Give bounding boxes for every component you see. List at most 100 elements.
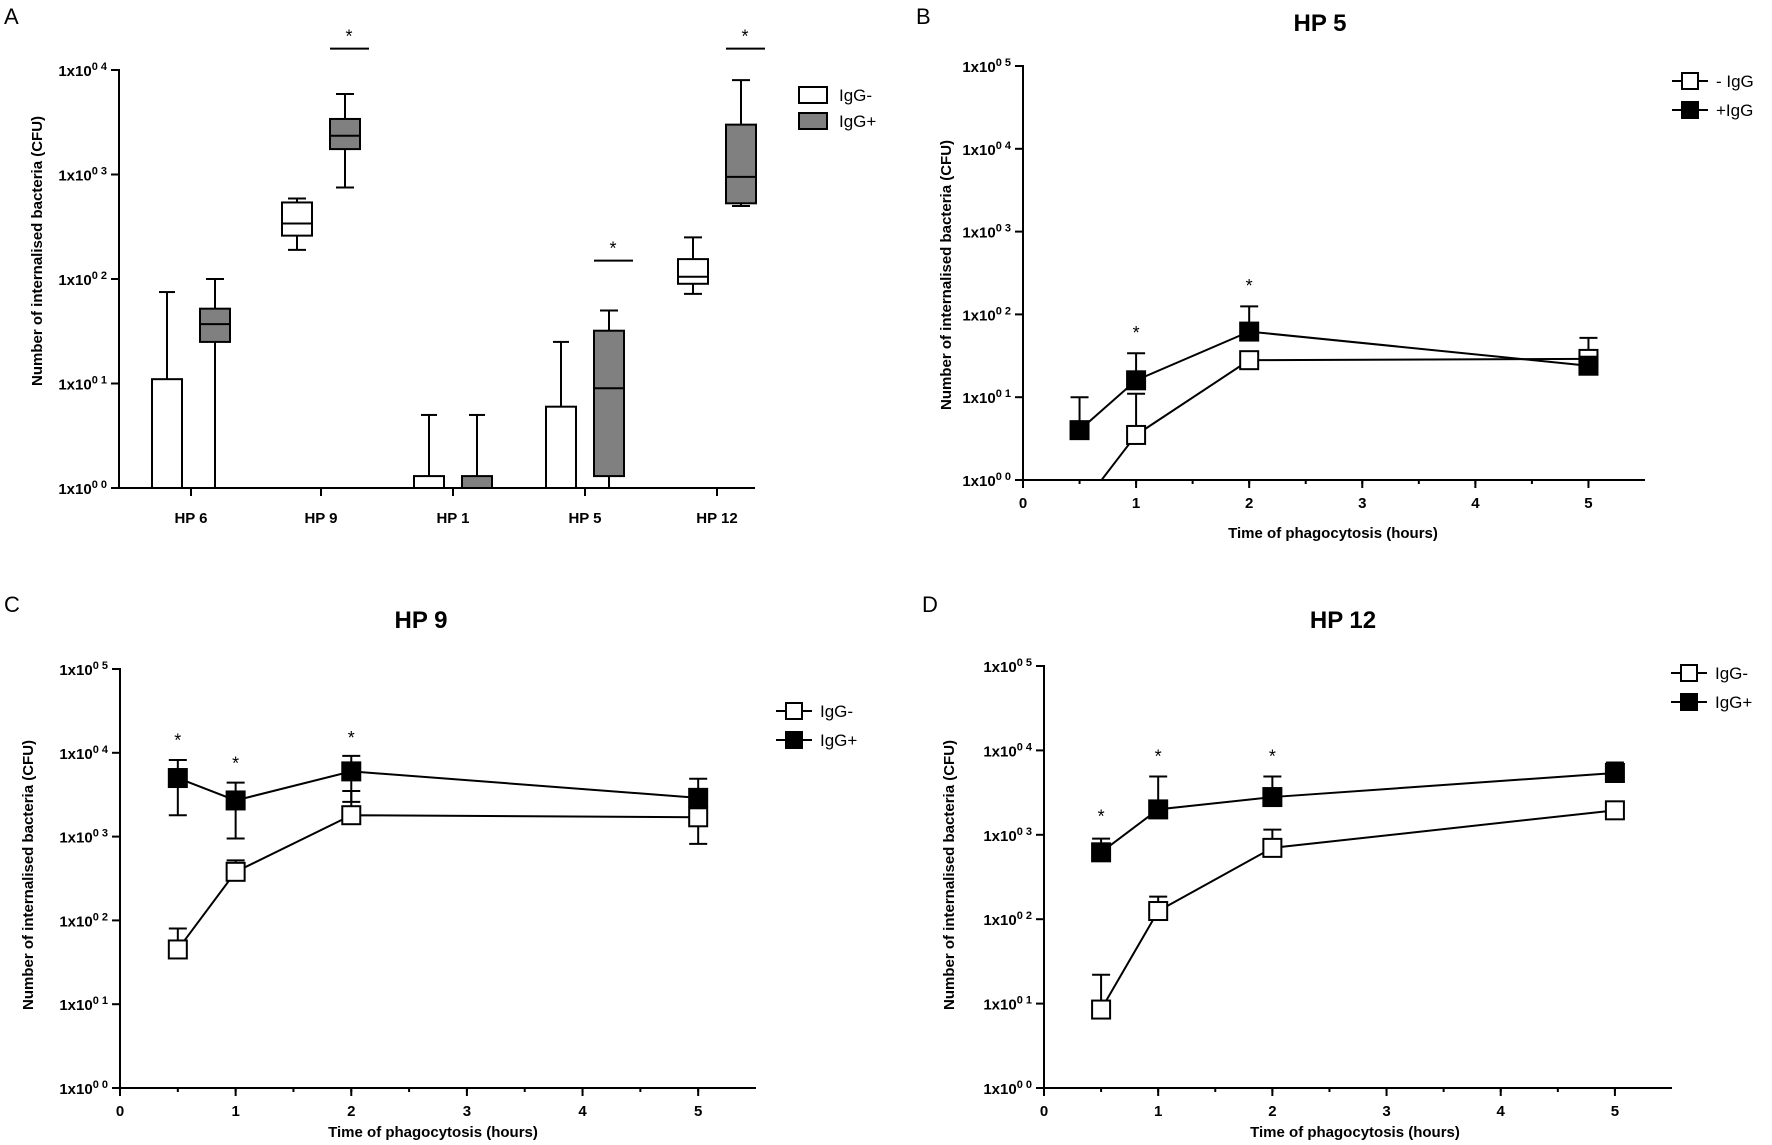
data-point: [1239, 350, 1260, 371]
significance-star: *: [1133, 323, 1140, 343]
x-tick-label: HP 1: [436, 510, 469, 527]
box: [329, 117, 361, 151]
x-tick-label: 0: [1019, 495, 1027, 512]
y-axis-label: Number of internalised bacteria (CFU): [29, 116, 46, 386]
data-point: [1069, 420, 1090, 441]
data-point: [688, 807, 709, 828]
data-point: [1148, 799, 1169, 820]
x-tick-label: 5: [694, 1103, 702, 1120]
data-point: [1262, 787, 1283, 808]
y-tick-label: 1x100 3: [58, 166, 107, 185]
y-tick-label: 1x100 5: [962, 57, 1011, 76]
series-line: [1100, 771, 1615, 854]
x-tick-label: 3: [463, 1103, 471, 1120]
x-tick-label: HP 12: [696, 510, 737, 527]
chart-title: HP 12: [1310, 607, 1376, 634]
x-tick-label: 2: [1268, 1103, 1276, 1120]
data-point: [1126, 424, 1147, 445]
box: [199, 307, 231, 343]
y-tick-label: 1x100 1: [59, 995, 108, 1014]
panel-d: D HP 12 Time of phagocytosis (hours) Num…: [922, 592, 1752, 1141]
series-line: [1100, 809, 1616, 1011]
data-point: [1148, 901, 1169, 922]
series-line-group: [1078, 330, 1589, 431]
y-tick-label: 1x100 2: [59, 911, 108, 930]
y-tick-label: 1x100 0: [59, 1079, 108, 1098]
x-tick-label: 4: [578, 1103, 587, 1120]
series-line: [1100, 357, 1589, 480]
y-axis-label: Number of internalised bacteria (CFU): [938, 140, 955, 410]
y-axis-label: Number of internalised bacteria (CFU): [20, 740, 37, 1010]
data-point: [167, 768, 188, 789]
panel-letter: D: [922, 592, 938, 617]
bar: [413, 475, 445, 490]
series-line-group: [1100, 809, 1616, 1011]
y-tick-label: 1x100 3: [962, 223, 1011, 242]
x-tick-label: 2: [347, 1103, 355, 1120]
series-line-group: [177, 814, 699, 951]
series-line-group: [177, 770, 699, 802]
panel-letter: C: [4, 592, 20, 617]
legend-label: IgG-: [839, 86, 872, 105]
series-line-group: [1100, 357, 1589, 480]
data-point: [1604, 800, 1625, 821]
significance-star: *: [741, 27, 748, 47]
x-tick-label: 5: [1611, 1103, 1619, 1120]
bar: [151, 378, 183, 490]
y-tick-label: 1x100 5: [59, 660, 108, 679]
x-tick-label: 1: [1154, 1103, 1162, 1120]
legend-label: - IgG: [1716, 72, 1754, 91]
y-tick-label: 1x100 2: [58, 270, 107, 289]
box: [593, 329, 625, 478]
data-point: [341, 805, 362, 826]
box: [281, 201, 313, 237]
significance-star: *: [345, 27, 352, 47]
data-point: [1604, 762, 1625, 783]
data-point: [1091, 999, 1112, 1020]
y-tick-label: 1x100 2: [983, 910, 1032, 929]
legend-swatch: [798, 112, 828, 130]
y-tick-label: 1x100 2: [962, 305, 1011, 324]
data-point: [1262, 837, 1283, 858]
x-axis-label: Time of phagocytosis (hours): [328, 1124, 538, 1141]
legend-label: IgG-: [1715, 664, 1748, 683]
series-line: [177, 814, 699, 951]
data-point: [225, 790, 246, 811]
panel-a: A Number of internalised bacteria (CFU) …: [4, 4, 876, 527]
legend-marker: [785, 702, 803, 720]
y-tick-label: 1x100 4: [58, 61, 108, 80]
x-axis-label: Time of phagocytosis (hours): [1250, 1124, 1460, 1141]
y-tick-label: 1x100 1: [58, 375, 107, 394]
x-tick-label: HP 5: [568, 510, 601, 527]
x-tick-label: 5: [1584, 495, 1592, 512]
significance-star: *: [1246, 276, 1253, 296]
legend-label: +IgG: [1716, 101, 1753, 120]
y-tick-label: 1x100 4: [983, 741, 1033, 760]
series-line-group: [1100, 771, 1615, 854]
significance-star: *: [609, 239, 616, 259]
legend-marker: [785, 731, 803, 749]
bar: [545, 405, 577, 489]
chart-title: HP 5: [1294, 10, 1347, 37]
panel-c: C HP 9 Time of phagocytosis (hours) Numb…: [4, 592, 857, 1141]
data-point: [225, 861, 246, 882]
y-tick-label: 1x100 5: [983, 657, 1032, 676]
y-tick-label: 1x100 0: [983, 1079, 1032, 1098]
legend-marker: [1680, 664, 1698, 682]
significance-star: *: [232, 753, 239, 773]
legend-label: IgG+: [820, 731, 857, 750]
y-tick-label: 1x100 0: [58, 479, 107, 498]
significance-star: *: [1098, 806, 1105, 826]
y-tick-label: 1x100 1: [983, 995, 1032, 1014]
significance-star: *: [1269, 746, 1276, 766]
significance-star: *: [174, 731, 181, 751]
y-tick-label: 1x100 0: [962, 471, 1011, 490]
y-tick-label: 1x100 1: [962, 388, 1011, 407]
x-tick-label: HP 6: [174, 510, 207, 527]
x-tick-label: 4: [1471, 495, 1480, 512]
panel-letter: B: [916, 4, 931, 29]
significance-star: *: [348, 728, 355, 748]
series-line: [177, 770, 699, 802]
legend-marker: [1680, 693, 1698, 711]
